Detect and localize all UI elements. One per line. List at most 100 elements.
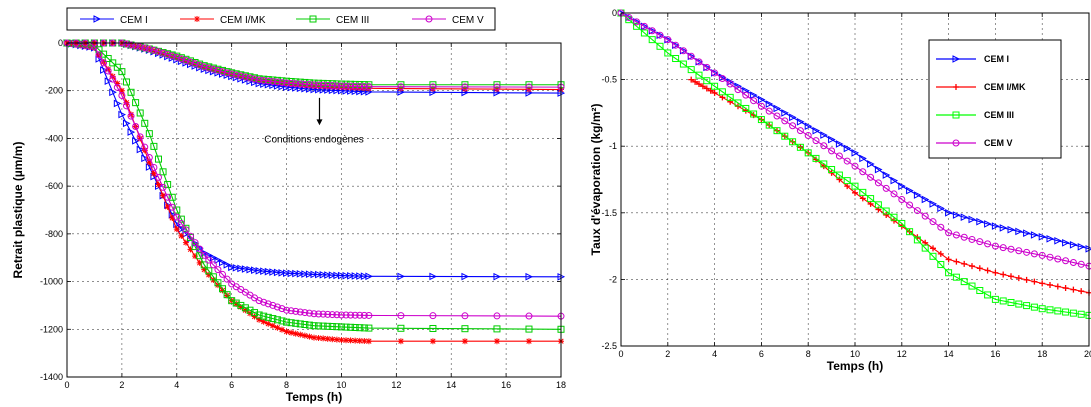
data-point-0 bbox=[127, 128, 136, 136]
data-point-3 bbox=[835, 152, 843, 160]
data-point-7 bbox=[525, 83, 533, 91]
y-tick-label: -400 bbox=[45, 133, 63, 143]
data-point-1 bbox=[77, 42, 84, 49]
y-axis-label: Retrait plastique (µm/m) bbox=[11, 142, 25, 279]
data-point-0 bbox=[1077, 242, 1086, 251]
data-point-7 bbox=[461, 83, 469, 91]
data-point-7 bbox=[219, 68, 227, 76]
data-point-1 bbox=[242, 307, 249, 314]
data-point-0 bbox=[104, 77, 113, 85]
data-point-2 bbox=[246, 306, 254, 314]
data-point-7 bbox=[237, 72, 245, 80]
data-point-0 bbox=[1062, 238, 1070, 247]
data-point-0 bbox=[241, 265, 250, 273]
data-point-0 bbox=[278, 269, 287, 277]
data-point-2 bbox=[136, 109, 144, 117]
legend-marker bbox=[952, 55, 961, 63]
data-point-1 bbox=[169, 214, 176, 221]
data-point-2 bbox=[633, 22, 641, 30]
data-point-6 bbox=[328, 80, 336, 88]
data-point-7 bbox=[273, 78, 281, 86]
x-axis-label: Temps (h) bbox=[286, 390, 342, 404]
data-point-0 bbox=[1023, 229, 1031, 238]
data-point-0 bbox=[945, 208, 953, 217]
data-point-3 bbox=[95, 51, 103, 59]
data-point-1 bbox=[1000, 271, 1007, 278]
data-point-7 bbox=[360, 83, 368, 91]
y-tick-label: -1200 bbox=[40, 324, 63, 334]
data-point-2 bbox=[315, 322, 323, 330]
data-point-2 bbox=[726, 93, 734, 101]
data-point-7 bbox=[177, 55, 185, 63]
legend-marker bbox=[952, 139, 960, 147]
data-point-2 bbox=[921, 244, 929, 252]
data-point-3 bbox=[127, 112, 135, 120]
data-point-0 bbox=[843, 144, 852, 153]
legend-marker bbox=[952, 111, 960, 119]
data-point-2 bbox=[351, 323, 359, 331]
data-point-1 bbox=[1023, 276, 1030, 283]
data-point-0 bbox=[429, 272, 438, 281]
data-point-1 bbox=[699, 83, 706, 90]
data-point-7 bbox=[150, 46, 158, 54]
data-point-0 bbox=[820, 131, 828, 139]
data-point-0 bbox=[867, 160, 875, 168]
data-point-2 bbox=[773, 127, 781, 135]
data-point-0 bbox=[773, 104, 782, 113]
data-point-3 bbox=[429, 312, 437, 320]
data-point-1 bbox=[178, 232, 185, 239]
data-point-6 bbox=[292, 78, 300, 86]
data-point-0 bbox=[109, 88, 117, 97]
data-point-7 bbox=[429, 83, 437, 91]
data-point-0 bbox=[113, 99, 122, 108]
legend-label: CEM I bbox=[984, 54, 1009, 64]
data-point-1 bbox=[937, 250, 944, 257]
data-point-0 bbox=[781, 109, 789, 117]
data-point-1 bbox=[711, 89, 718, 96]
data-point-2 bbox=[906, 228, 914, 236]
data-point-1 bbox=[707, 87, 714, 94]
data-point-1 bbox=[160, 192, 167, 199]
data-point-3 bbox=[219, 270, 227, 278]
data-point-2 bbox=[1023, 302, 1031, 310]
data-point-3 bbox=[648, 27, 656, 35]
x-axis-label: Temps (h) bbox=[827, 359, 883, 373]
data-point-0 bbox=[173, 220, 181, 229]
data-point-2 bbox=[310, 322, 318, 330]
data-point-5 bbox=[397, 85, 404, 92]
data-point-3 bbox=[200, 251, 208, 259]
data-point-2 bbox=[796, 143, 804, 151]
data-point-1 bbox=[961, 260, 968, 267]
data-point-7 bbox=[287, 79, 295, 87]
data-point-3 bbox=[493, 312, 501, 320]
series-line-3 bbox=[66, 42, 562, 317]
data-point-1 bbox=[333, 336, 340, 343]
data-point-0 bbox=[228, 263, 236, 272]
data-point-2 bbox=[890, 213, 898, 221]
data-point-0 bbox=[342, 271, 351, 280]
data-point-0 bbox=[122, 119, 131, 128]
data-point-3 bbox=[718, 74, 726, 82]
data-point-7 bbox=[305, 80, 313, 88]
data-point-2 bbox=[1062, 308, 1070, 316]
data-point-3 bbox=[356, 311, 364, 319]
data-point-1 bbox=[844, 183, 851, 190]
data-point-1 bbox=[315, 335, 322, 342]
legend-box bbox=[66, 7, 496, 31]
data-point-7 bbox=[141, 44, 149, 52]
data-point-2 bbox=[765, 121, 773, 129]
data-point-6 bbox=[342, 80, 350, 88]
data-point-1 bbox=[1047, 281, 1053, 288]
data-point-0 bbox=[984, 220, 992, 228]
data-point-0 bbox=[251, 266, 259, 275]
data-point-3 bbox=[999, 244, 1007, 252]
data-point-0 bbox=[851, 149, 860, 157]
data-point-3 bbox=[687, 52, 695, 60]
data-point-1 bbox=[320, 335, 327, 342]
data-point-2 bbox=[150, 142, 158, 150]
data-point-2 bbox=[104, 55, 112, 63]
data-point-0 bbox=[232, 264, 241, 272]
data-point-2 bbox=[1046, 306, 1054, 314]
legend-marker bbox=[93, 15, 102, 23]
